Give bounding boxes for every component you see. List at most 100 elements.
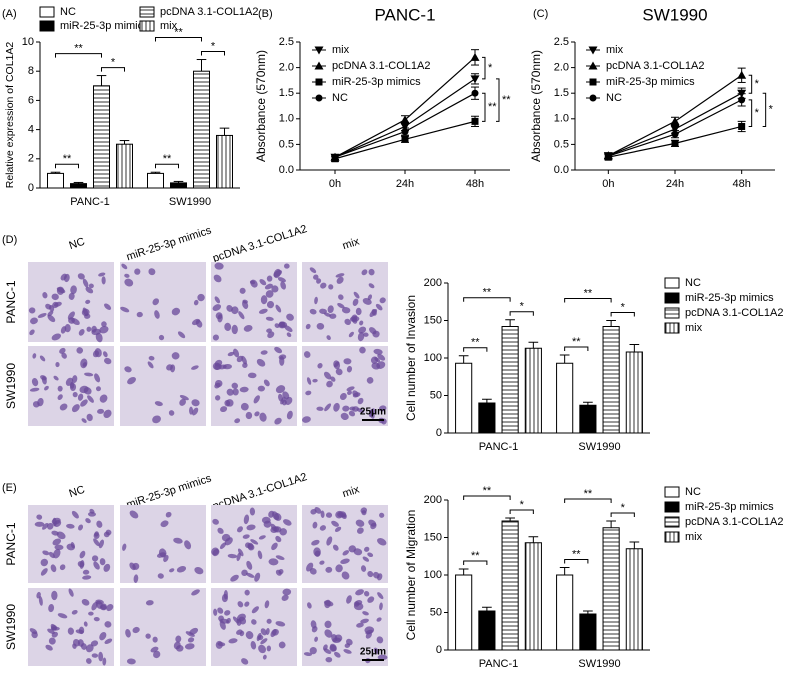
marker [315, 78, 323, 86]
cell [150, 646, 159, 653]
legend-swatch [139, 6, 155, 18]
cell [47, 314, 56, 323]
micrograph [120, 588, 206, 666]
cell [102, 657, 107, 666]
significance-label: * [520, 499, 525, 511]
cell [59, 347, 66, 354]
cell [320, 510, 325, 518]
cell [51, 333, 62, 341]
cell [156, 552, 166, 558]
cell [191, 399, 200, 407]
cell [90, 640, 99, 647]
significance-bracket [463, 297, 511, 302]
cell [367, 294, 373, 301]
cell [82, 569, 90, 575]
bar [455, 574, 473, 651]
cell [254, 411, 260, 417]
significance-label: ** [584, 488, 593, 500]
cell [263, 379, 270, 387]
cell [305, 390, 312, 396]
significance-label: ** [502, 94, 511, 106]
cell [379, 602, 383, 611]
x-tick-label: 0h [602, 178, 614, 190]
marker [401, 135, 409, 143]
marker [737, 70, 747, 79]
cell [357, 332, 365, 342]
significance-bracket [748, 74, 753, 94]
y-axis-label: Relative expression of COL1A2 [4, 42, 16, 189]
bar [93, 85, 110, 189]
legend-label: mix [606, 44, 624, 56]
bar [70, 183, 87, 189]
bar [147, 172, 164, 189]
y-tick-label: 1.0 [279, 113, 294, 125]
cell [80, 399, 88, 407]
y-tick-label: 6 [28, 94, 34, 106]
micrograph [211, 588, 297, 666]
legend-swatch [664, 531, 680, 543]
legend-label: NC [332, 92, 348, 104]
cell [366, 377, 374, 384]
bar [524, 347, 542, 434]
cell [379, 512, 385, 518]
cell [212, 518, 219, 525]
legend-label: NC [606, 92, 622, 104]
cell [173, 537, 183, 544]
cell [217, 527, 224, 534]
cell [260, 350, 268, 355]
cell [173, 641, 181, 650]
cell [236, 613, 246, 622]
cell [378, 405, 387, 412]
x-tick-label: 48h [466, 178, 484, 190]
cell [40, 375, 47, 381]
cell [360, 618, 369, 624]
cell [251, 619, 257, 625]
cell [106, 604, 114, 612]
cell [82, 278, 89, 288]
cell [85, 518, 91, 524]
cell [257, 550, 263, 560]
cell [271, 542, 278, 551]
legend-label: miR-25-3p mimics [606, 76, 695, 88]
cell [372, 330, 380, 338]
cell [377, 592, 384, 600]
cell [192, 407, 199, 416]
y-tick-label: 2 [28, 153, 34, 165]
cell [239, 287, 246, 294]
micrograph [211, 505, 297, 583]
cell [120, 306, 130, 313]
y-tick-label: 1.5 [554, 87, 569, 99]
cell [152, 636, 158, 643]
bar [455, 362, 473, 434]
cell [345, 638, 353, 646]
legend-label: miR-25-3p mimics [332, 76, 421, 88]
cell [94, 348, 102, 358]
bar [47, 172, 64, 189]
cell [103, 531, 110, 538]
micrograph [28, 346, 114, 426]
cell [99, 394, 108, 403]
cell [179, 395, 189, 401]
legend-label: miR-25-3p mimics [60, 20, 149, 32]
cell [191, 589, 200, 596]
cell [231, 306, 239, 315]
cell [94, 373, 101, 383]
y-tick-label: 0 [28, 182, 34, 194]
cell [348, 545, 357, 553]
cell [87, 511, 97, 517]
column-label: pcDNA 3.1-COL1A2 [211, 223, 308, 265]
cell [44, 385, 49, 391]
bar [556, 574, 574, 651]
cell [84, 372, 94, 377]
cell [280, 281, 287, 290]
bar [524, 542, 542, 651]
cell [152, 298, 160, 306]
column-label: NC [68, 236, 87, 252]
cell [324, 403, 332, 412]
cell [148, 355, 155, 361]
cell [311, 626, 318, 633]
x-tick-label: 0h [329, 178, 341, 190]
micrograph [211, 346, 297, 426]
cell [158, 334, 165, 341]
cell [217, 642, 226, 647]
